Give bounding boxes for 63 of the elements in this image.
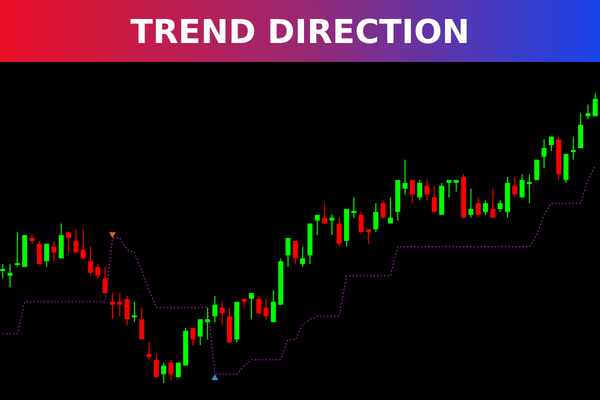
candlestick bbox=[66, 232, 72, 253]
candlestick bbox=[292, 240, 298, 265]
candlestick bbox=[534, 159, 540, 180]
candlestick bbox=[446, 180, 452, 198]
candlestick bbox=[542, 138, 547, 169]
candlestick bbox=[58, 223, 64, 259]
candlestick bbox=[80, 228, 86, 259]
candlestick bbox=[314, 214, 320, 236]
candlestick bbox=[417, 180, 422, 201]
candlestick bbox=[161, 362, 166, 384]
candlestick bbox=[512, 176, 518, 198]
candlestick bbox=[102, 266, 108, 294]
candlestick bbox=[373, 202, 378, 233]
candlestick bbox=[410, 180, 415, 204]
candlestick bbox=[286, 238, 291, 268]
candlestick bbox=[380, 200, 386, 218]
candlestick bbox=[132, 301, 137, 323]
candlestick bbox=[146, 342, 152, 360]
candlestick bbox=[548, 136, 554, 152]
candlestick bbox=[454, 180, 459, 192]
candlestick bbox=[351, 196, 356, 218]
candlestick bbox=[248, 292, 254, 320]
candlestick bbox=[336, 217, 342, 248]
candlestick bbox=[490, 188, 496, 218]
candlestick bbox=[300, 246, 306, 268]
candlestick bbox=[139, 307, 144, 340]
candlestick bbox=[124, 296, 130, 326]
candlestick bbox=[578, 112, 584, 149]
candlestick bbox=[73, 228, 78, 253]
candlestick bbox=[402, 159, 408, 195]
candlestick bbox=[14, 232, 20, 268]
candlestick bbox=[322, 202, 328, 224]
candlestick bbox=[468, 188, 474, 218]
candlestick bbox=[358, 211, 364, 233]
candlestick bbox=[198, 318, 203, 346]
candlestick bbox=[329, 214, 334, 236]
candlestick bbox=[483, 200, 488, 216]
candlestick bbox=[388, 196, 393, 224]
candlestick bbox=[424, 180, 430, 201]
candlestick bbox=[176, 362, 181, 378]
candlestick bbox=[0, 264, 6, 280]
candlestick bbox=[498, 200, 503, 212]
candlestick bbox=[190, 327, 196, 346]
candlestick bbox=[570, 136, 576, 160]
candlestick bbox=[205, 307, 210, 340]
candlestick bbox=[212, 296, 218, 323]
candlestick bbox=[592, 92, 598, 117]
candlestick bbox=[476, 196, 481, 218]
candlestick bbox=[220, 301, 225, 326]
candlestick bbox=[270, 290, 276, 323]
candlestick bbox=[168, 359, 174, 381]
candlestick bbox=[520, 174, 525, 198]
candlestick bbox=[432, 185, 437, 212]
candlestick bbox=[44, 243, 50, 268]
chart-title: TREND DIRECTION bbox=[0, 0, 600, 62]
candlestick bbox=[256, 296, 262, 314]
candlestick bbox=[36, 240, 42, 265]
candlestick bbox=[95, 264, 100, 280]
candlestick bbox=[264, 298, 269, 320]
candlestick bbox=[154, 354, 159, 378]
candlestick bbox=[88, 246, 94, 276]
candlestick bbox=[526, 174, 532, 204]
candlestick bbox=[51, 240, 56, 262]
